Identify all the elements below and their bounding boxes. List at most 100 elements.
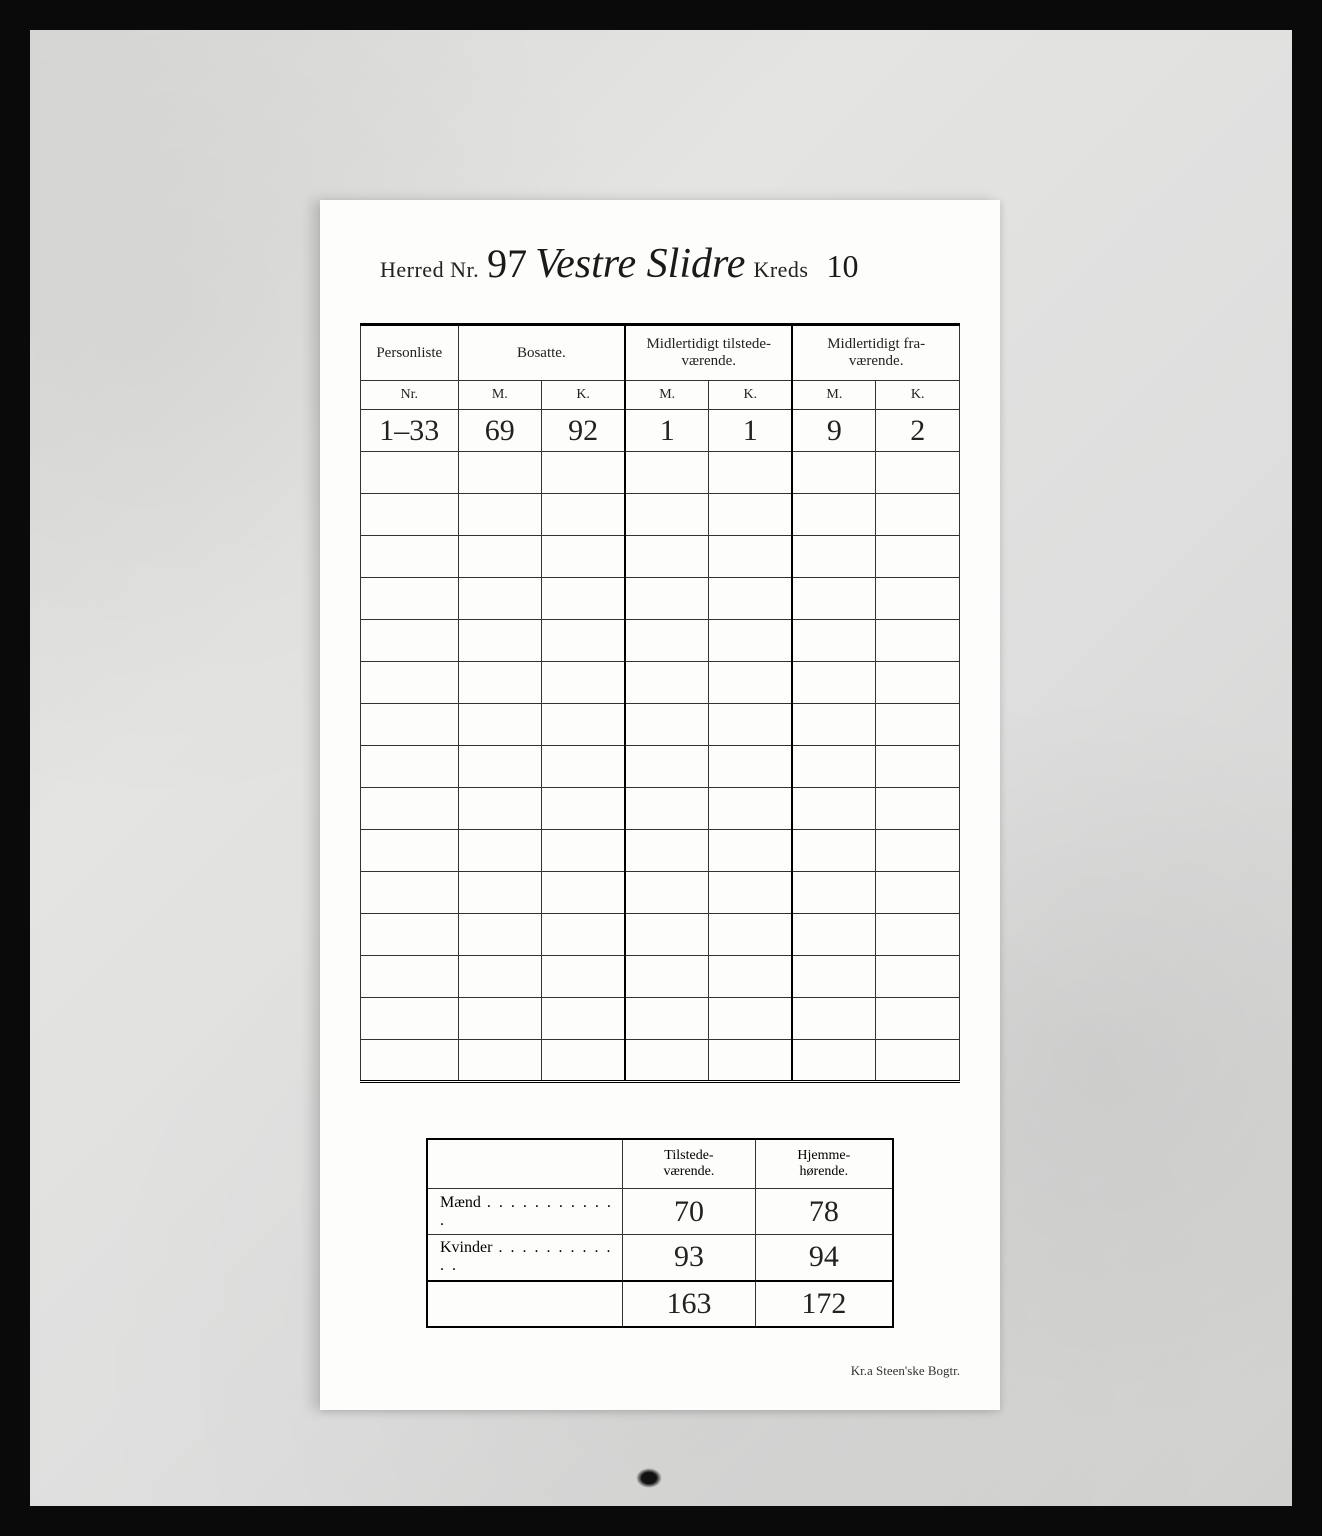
table-cell-bos_k [542, 872, 626, 914]
table-cell-til_k [709, 998, 793, 1040]
col-hjemmehorende: Hjemme- hørende. [755, 1139, 893, 1189]
summary-table: Tilstede- værende. Hjemme- hørende. Mænd… [426, 1138, 894, 1328]
table-cell-fra_k [876, 788, 960, 830]
table-cell-til_m [625, 494, 709, 536]
table-cell-bos_k [542, 536, 626, 578]
table-cell-bos_m [458, 788, 542, 830]
table-cell-nr [361, 704, 459, 746]
table-cell-til_k [709, 788, 793, 830]
table-cell-til_m [625, 998, 709, 1040]
col-tilstede-k: K. [709, 381, 793, 410]
table-cell-til_k [709, 914, 793, 956]
table-cell-fra_k [876, 1040, 960, 1082]
table-cell-bos_k [542, 998, 626, 1040]
table-cell-fra_k [876, 704, 960, 746]
summary-blank-header [427, 1139, 623, 1189]
table-cell-til_k [709, 956, 793, 998]
herred-number: 97 [487, 240, 527, 287]
table-cell-bos_k [542, 452, 626, 494]
table-cell-til_k [709, 872, 793, 914]
table-cell-fra_m [792, 452, 876, 494]
table-cell-til_k [709, 662, 793, 704]
table-cell-fra_k [876, 662, 960, 704]
table-cell-fra_m [792, 872, 876, 914]
table-cell-fra_m [792, 956, 876, 998]
table-cell-til_m [625, 746, 709, 788]
table-cell-fra_k [876, 914, 960, 956]
col-fra-m: M. [792, 381, 876, 410]
maend-text: Mænd [440, 1194, 613, 1229]
table-cell-bos_m [458, 830, 542, 872]
kvinder-text: Kvinder [440, 1239, 612, 1274]
table-cell-fra_m: 9 [792, 410, 876, 452]
col-midl-tilstede: Midlertidigt tilstede- værende. [625, 325, 792, 381]
table-cell-fra_k [876, 998, 960, 1040]
table-cell-fra_k [876, 872, 960, 914]
row-maend-label: Mænd [427, 1189, 623, 1235]
table-cell-nr [361, 746, 459, 788]
maend-hjemme: 78 [755, 1189, 893, 1235]
table-cell-nr [361, 452, 459, 494]
table-cell-bos_k [542, 914, 626, 956]
table-cell-bos_k [542, 662, 626, 704]
table-cell-til_k [709, 578, 793, 620]
table-cell-nr [361, 1040, 459, 1082]
col-tilstede-m: M. [625, 381, 709, 410]
table-cell-fra_m [792, 494, 876, 536]
hw-value: 1 [660, 414, 675, 447]
table-cell-bos_m [458, 1040, 542, 1082]
table-cell-bos_k [542, 746, 626, 788]
table-cell-bos_m [458, 704, 542, 746]
table-cell-fra_m [792, 914, 876, 956]
table-cell-fra_k [876, 956, 960, 998]
table-cell-fra_m [792, 830, 876, 872]
main-census-table: Personliste Bosatte. Midlertidigt tilste… [360, 323, 960, 1083]
table-cell-bos_m [458, 662, 542, 704]
table-cell-bos_m [458, 578, 542, 620]
table-cell-bos_m [458, 746, 542, 788]
table-cell-nr [361, 662, 459, 704]
table-cell-nr [361, 830, 459, 872]
table-cell-nr: 1–33 [361, 410, 459, 452]
document-title-row: Herred Nr. 97 Vestre Slidre Kreds 10 [360, 240, 960, 288]
table-cell-nr [361, 998, 459, 1040]
table-cell-til_m [625, 956, 709, 998]
printer-imprint: Kr.a Steen'ske Bogtr. [360, 1363, 960, 1379]
table-cell-nr [361, 494, 459, 536]
table-cell-til_k [709, 746, 793, 788]
table-cell-bos_m [458, 998, 542, 1040]
table-cell-bos_m [458, 494, 542, 536]
table-cell-til_m [625, 704, 709, 746]
table-cell-til_k [709, 536, 793, 578]
table-cell-fra_k: 2 [876, 410, 960, 452]
col-tilstedevaerende: Tilstede- værende. [623, 1139, 755, 1189]
table-cell-bos_m: 69 [458, 410, 542, 452]
table-cell-til_m [625, 830, 709, 872]
hw-value: 1 [743, 414, 758, 447]
table-cell-til_m [625, 788, 709, 830]
col-midl-fra: Midlertidigt fra- værende. [792, 325, 959, 381]
table-cell-til_m [625, 452, 709, 494]
table-cell-nr [361, 536, 459, 578]
table-cell-til_k [709, 620, 793, 662]
table-cell-bos_m [458, 914, 542, 956]
table-cell-nr [361, 788, 459, 830]
hw-value: 9 [827, 414, 842, 447]
table-cell-fra_m [792, 788, 876, 830]
table-cell-bos_k [542, 494, 626, 536]
table-cell-fra_k [876, 746, 960, 788]
hw-value: 92 [568, 414, 598, 447]
maend-tilstede: 70 [623, 1189, 755, 1235]
table-cell-fra_m [792, 704, 876, 746]
ink-smudge [636, 1468, 662, 1488]
table-cell-bos_m [458, 956, 542, 998]
col-bosatte-k: K. [542, 381, 626, 410]
kreds-number: 10 [826, 248, 858, 285]
table-cell-bos_k [542, 704, 626, 746]
col-personliste: Personliste [361, 325, 459, 381]
district-name: Vestre Slidre [535, 240, 745, 288]
kvinder-hjemme: 94 [755, 1235, 893, 1281]
table-cell-til_k [709, 494, 793, 536]
row-kvinder-label: Kvinder [427, 1235, 623, 1281]
table-cell-fra_k [876, 452, 960, 494]
